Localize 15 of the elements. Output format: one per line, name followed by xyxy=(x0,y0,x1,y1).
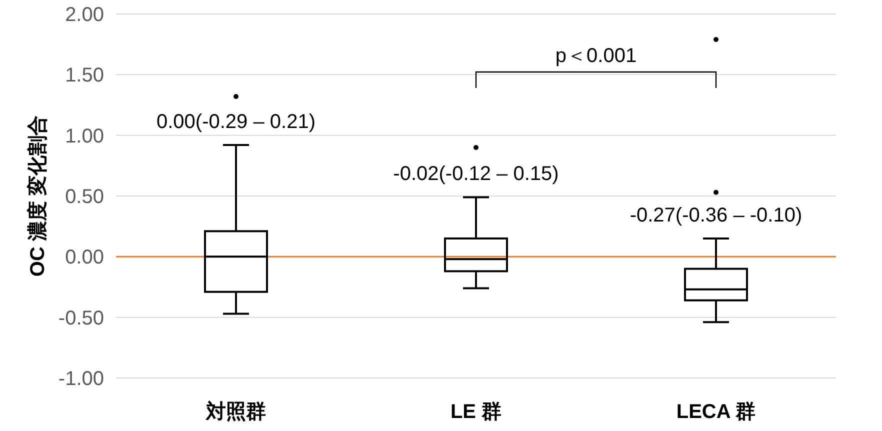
y-tick-label: 0.00 xyxy=(65,246,104,269)
y-axis-title: OC 濃度 変化割合 xyxy=(26,115,49,277)
y-tick-label: 0.50 xyxy=(65,186,104,208)
y-tick-label: 1.50 xyxy=(65,64,104,87)
y-tick-label: 2.00 xyxy=(65,4,104,26)
annotation: p＜0.001 xyxy=(555,45,637,67)
y-tick-label: 1.00 xyxy=(65,125,104,148)
annotation: 0.00(-0.29 – 0.21) xyxy=(156,111,316,134)
y-tick-label: -1.00 xyxy=(58,368,104,390)
x-tick-label: 対照群 xyxy=(205,400,266,423)
x-tick-label: LECA 群 xyxy=(676,401,756,423)
annotation: -0.27(-0.36 – -0.10) xyxy=(630,204,802,226)
y-tick-label: -0.50 xyxy=(58,307,104,330)
x-tick-label: LE 群 xyxy=(450,401,502,423)
annotation: -0.02(-0.12 – 0.15) xyxy=(393,163,559,186)
